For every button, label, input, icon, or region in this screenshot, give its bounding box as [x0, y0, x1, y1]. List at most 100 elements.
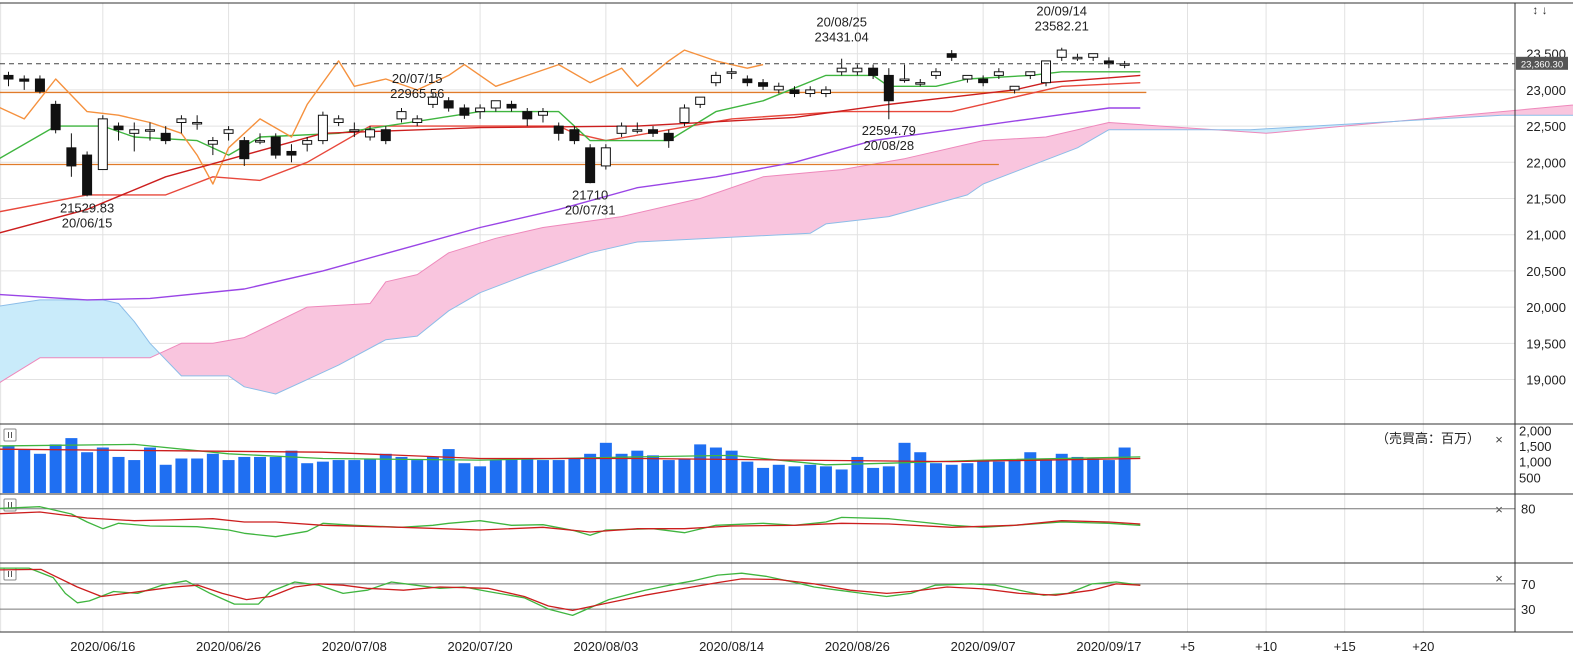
candle-body	[695, 96, 706, 105]
price-tick-label: 20,000	[1526, 300, 1566, 315]
current-price-label: 23,360.30	[1521, 59, 1563, 70]
candle-body	[82, 154, 93, 196]
annotation-value: 22594.79	[862, 123, 916, 138]
volume-bar	[159, 464, 172, 493]
volume-bar	[851, 456, 864, 493]
candle-body	[648, 129, 659, 134]
ichimoku-cloud	[0, 104, 1573, 395]
volume-ma-line	[0, 448, 1141, 463]
candle-body	[192, 121, 203, 125]
panel-close-icon[interactable]: ×	[1495, 571, 1503, 586]
horizontal-lines	[0, 91, 1147, 166]
annotation-value: 21710	[572, 187, 608, 202]
panel-close-icon[interactable]: ×	[1495, 432, 1503, 447]
volume-bar	[379, 453, 392, 493]
date-tick-label: 2020/08/26	[825, 639, 890, 654]
candle-body	[915, 82, 926, 85]
price-axis: 19,000 19,500 20,000 20,500 21,000 21,500 22,0…	[1526, 47, 1566, 388]
volume-bar	[1071, 456, 1084, 493]
span-a-line	[0, 104, 1573, 383]
candle-body	[396, 111, 407, 120]
volume-bar	[662, 460, 675, 493]
candle-body	[223, 129, 234, 134]
candle-body	[710, 74, 721, 84]
volume-bar	[2, 445, 15, 493]
volume-bar	[254, 456, 267, 493]
annotation-date: 20/06/15	[62, 215, 113, 230]
candle-body	[1025, 71, 1036, 76]
volume-bar	[961, 463, 974, 493]
volume-bar	[772, 464, 785, 493]
date-tick-label: +20	[1412, 639, 1434, 654]
volume-bar	[804, 464, 817, 493]
candle-body	[978, 78, 989, 84]
sma75-line	[0, 107, 1141, 301]
candle-body	[34, 78, 45, 92]
candle-body	[176, 118, 187, 123]
candle-body	[97, 118, 108, 171]
volume-bar	[474, 466, 487, 493]
volume-bar	[1102, 460, 1115, 493]
panel-close-icon[interactable]: ×	[1495, 502, 1503, 517]
annotation-date: 20/08/28	[864, 138, 915, 153]
candle-body	[207, 140, 218, 145]
volume-tick-label: 1,000	[1519, 455, 1552, 470]
candle-body	[349, 129, 360, 132]
date-tick-label: +15	[1334, 639, 1356, 654]
volume-bar	[364, 458, 377, 493]
annotation-value: 22965.56	[390, 86, 444, 101]
volume-bar	[269, 456, 282, 493]
panel-handle[interactable]	[3, 498, 17, 512]
candle-body	[585, 147, 596, 184]
volume-bar	[647, 455, 660, 493]
volume-bar	[945, 464, 958, 493]
annotations: 21529.8320/06/1520/07/1522965.562171020/…	[60, 4, 1089, 231]
candle-body	[632, 129, 643, 132]
price-tick-label: 20,500	[1526, 264, 1566, 279]
osc-line	[0, 511, 1141, 533]
date-axis: 2020/06/16 2020/06/26 2020/07/08 2020/07/20…	[0, 631, 1573, 654]
candle-body	[679, 107, 690, 123]
candle-body	[144, 129, 155, 132]
candle-body	[490, 100, 501, 109]
volume-bar	[678, 458, 691, 493]
volume-bar	[929, 463, 942, 493]
panel-handle[interactable]	[3, 428, 17, 442]
volume-bar	[65, 438, 78, 493]
volume-bar	[489, 460, 502, 493]
date-tick-label: 2020/09/07	[951, 639, 1016, 654]
volume-bar	[285, 450, 298, 493]
candle-body	[537, 111, 548, 116]
volume-bar	[411, 460, 424, 493]
annotation-value: 21529.83	[60, 200, 114, 215]
volume-title: （売買高：百万）	[1376, 431, 1480, 446]
date-tick-label: 2020/06/26	[196, 639, 261, 654]
volume-bar	[1055, 453, 1068, 493]
oscillator-panel-1: × 80	[0, 493, 1573, 538]
volume-bar	[914, 452, 927, 493]
candle-body	[836, 67, 847, 73]
volume-bar	[442, 449, 455, 493]
candle-body	[569, 129, 580, 142]
candle-body	[522, 111, 533, 120]
volume-bar	[819, 466, 832, 493]
candle-body	[1009, 85, 1020, 91]
osc-tick-label: 70	[1521, 577, 1535, 592]
volume-bar	[301, 463, 314, 493]
candle-body	[758, 82, 769, 87]
candle-body	[773, 85, 784, 91]
candle-body	[946, 53, 957, 58]
candle-body	[506, 103, 517, 109]
candle-body	[302, 140, 313, 145]
date-tick-label: 2020/08/14	[699, 639, 764, 654]
candle-body	[883, 74, 894, 102]
volume-bar	[348, 460, 361, 493]
volume-bar	[882, 466, 895, 493]
osc-line	[0, 506, 1141, 538]
scroll-controls[interactable]: ↕ ↓	[1532, 3, 1547, 17]
volume-bar	[206, 453, 219, 493]
candle-body	[789, 89, 800, 95]
candle-body	[50, 103, 61, 131]
volume-bar	[741, 461, 754, 493]
